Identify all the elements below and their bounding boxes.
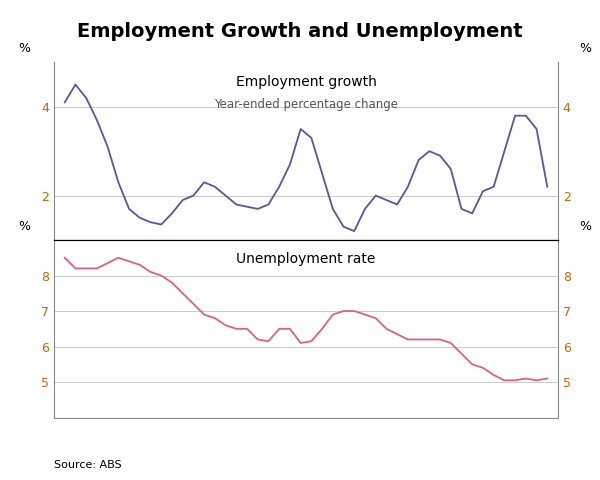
Text: Unemployment rate: Unemployment rate [236, 252, 376, 266]
Text: %: % [580, 42, 592, 55]
Text: Year-ended percentage change: Year-ended percentage change [214, 98, 398, 111]
Text: Employment Growth and Unemployment: Employment Growth and Unemployment [77, 22, 523, 41]
Text: Employment growth: Employment growth [236, 75, 376, 89]
Text: %: % [18, 220, 30, 233]
Text: %: % [18, 42, 30, 55]
Text: %: % [580, 220, 592, 233]
Text: Source: ABS: Source: ABS [54, 460, 122, 470]
